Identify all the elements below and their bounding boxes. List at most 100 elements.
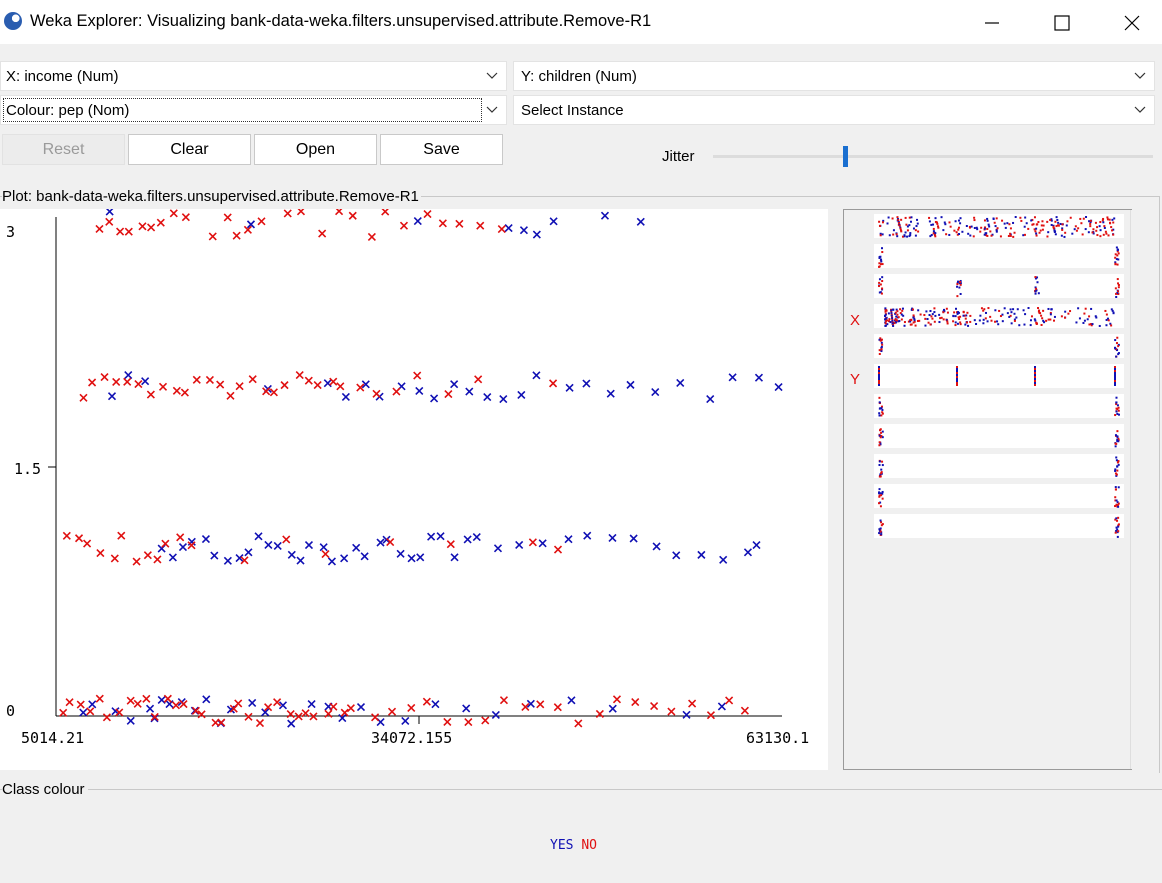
data-point-no[interactable] [413,371,422,380]
attribute-strip[interactable] [874,484,1124,508]
data-point-yes[interactable] [124,371,133,380]
data-point-no[interactable] [172,386,181,395]
data-point-yes[interactable] [600,211,610,220]
data-point-no[interactable] [248,375,257,384]
data-point-yes[interactable] [465,387,474,396]
data-point-no[interactable] [171,701,181,710]
data-point-yes[interactable] [583,531,592,540]
data-point-no[interactable] [269,388,278,397]
data-point-no[interactable] [197,710,206,719]
attribute-strip[interactable] [874,304,1124,328]
data-point-yes[interactable] [157,695,166,705]
data-point-no[interactable] [262,387,271,396]
data-point-no[interactable] [95,694,104,703]
data-point-yes[interactable] [202,695,211,704]
data-point-no[interactable] [96,549,105,558]
data-point-no[interactable] [123,377,132,386]
data-point-yes[interactable] [608,704,617,713]
data-point-yes[interactable] [504,224,513,233]
data-point-yes[interactable] [774,382,783,392]
data-point-no[interactable] [444,390,453,399]
data-point-no[interactable] [243,225,252,234]
data-point-no[interactable] [286,710,295,719]
data-point-yes[interactable] [235,553,244,563]
data-point-yes[interactable] [493,544,503,553]
data-point-yes[interactable] [407,554,416,563]
data-point-no[interactable] [124,227,133,236]
data-point-no[interactable] [83,539,92,548]
data-point-no[interactable] [143,551,152,560]
clear-button[interactable]: Clear [128,134,251,165]
data-point-no[interactable] [549,379,558,388]
data-point-no[interactable] [481,716,490,725]
data-point-yes[interactable] [582,379,591,388]
data-point-no[interactable] [329,377,338,386]
y-axis-select[interactable]: Y: children (Num) [513,61,1155,91]
data-point-no[interactable] [117,531,126,540]
data-point-yes[interactable] [304,540,314,550]
data-point-yes[interactable] [319,543,328,552]
data-point-no[interactable] [217,718,226,727]
matrix-scrollbar[interactable] [1130,210,1159,769]
data-point-no[interactable] [386,537,395,547]
data-point-no[interactable] [324,709,333,718]
open-button[interactable]: Open [254,134,377,165]
data-point-yes[interactable] [340,554,349,563]
data-point-no[interactable] [387,707,397,716]
data-point-no[interactable] [521,702,530,712]
data-point-no[interactable] [392,387,401,396]
data-point-yes[interactable] [356,703,366,712]
data-point-no[interactable] [499,696,509,705]
save-button[interactable]: Save [380,134,503,165]
data-point-yes[interactable] [462,704,471,713]
data-point-yes[interactable] [327,557,337,566]
close-button[interactable] [1098,0,1162,44]
data-point-yes[interactable] [307,699,316,709]
data-point-no[interactable] [264,703,273,712]
data-point-no[interactable] [105,217,114,226]
data-point-no[interactable] [612,695,622,704]
data-point-no[interactable] [371,713,380,722]
data-point-yes[interactable] [526,699,535,708]
data-point-no[interactable] [153,555,162,564]
data-point-yes[interactable] [728,373,737,382]
data-point-yes[interactable] [382,535,391,544]
data-point-no[interactable] [438,219,447,228]
data-point-no[interactable] [476,221,485,230]
data-point-yes[interactable] [606,389,615,398]
data-point-no[interactable] [244,712,253,721]
colour-select[interactable]: Colour: pep (Nom) [0,95,507,125]
data-point-no[interactable] [132,557,141,566]
data-point-yes[interactable] [273,541,282,550]
data-point-yes[interactable] [261,708,270,717]
attribute-strip[interactable] [874,364,1124,388]
data-point-no[interactable] [156,218,165,227]
data-point-no[interactable] [273,698,282,707]
data-point-no[interactable] [112,377,121,386]
data-point-yes[interactable] [287,719,296,728]
data-point-no[interactable] [536,700,545,709]
data-point-yes[interactable] [105,207,114,216]
data-point-no[interactable] [725,696,734,705]
data-point-yes[interactable] [517,390,526,399]
data-point-no[interactable] [181,213,190,222]
data-point-yes[interactable] [450,553,459,562]
data-point-no[interactable] [336,382,345,391]
data-point-yes[interactable] [515,540,524,549]
data-point-yes[interactable] [697,550,706,559]
data-point-no[interactable] [372,389,381,398]
data-point-no[interactable] [88,378,97,387]
data-point-yes[interactable] [538,539,547,548]
minimize-button[interactable] [958,0,1028,44]
data-point-yes[interactable] [672,551,681,560]
data-point-yes[interactable] [278,701,288,710]
data-point-no[interactable] [257,217,266,226]
data-point-no[interactable] [574,719,583,728]
data-point-no[interactable] [65,698,74,707]
data-point-no[interactable] [553,703,562,712]
data-point-yes[interactable] [376,538,385,547]
data-point-no[interactable] [62,531,71,540]
data-point-no[interactable] [443,717,452,727]
data-point-yes[interactable] [178,543,188,552]
data-point-no[interactable] [528,538,537,547]
